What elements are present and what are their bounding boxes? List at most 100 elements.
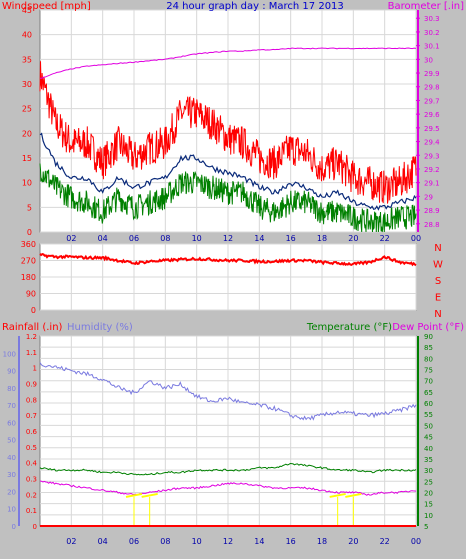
x-tick-label-bottom: 14 [254, 537, 264, 546]
barometer-tick-label: 30.1 [424, 43, 440, 51]
wind-tick-label: 30 [22, 80, 32, 89]
temperature-tick-label: 45 [424, 434, 433, 442]
x-tick-label-bottom: 20 [348, 537, 358, 546]
humidity-tick-label: 10 [7, 506, 16, 514]
rain-tick-label: 0.7 [26, 412, 37, 420]
x-tick-label-bottom: 16 [286, 537, 296, 546]
avg-wind-line [39, 132, 417, 211]
barometer-line [40, 47, 417, 79]
barometer-tick-label: 29.3 [424, 152, 440, 160]
humidity-tick-label: 60 [7, 419, 16, 427]
compass-label: N [434, 309, 441, 320]
rain-tick-label: 0.6 [26, 428, 38, 436]
barometer-tick-label: 28.8 [424, 221, 440, 229]
wind-tick-label: 25 [22, 105, 32, 114]
temperature-tick-label: 30 [424, 467, 433, 475]
rain-tick-label: 1.2 [26, 333, 37, 341]
compass-label: N [434, 243, 441, 254]
x-tick-label-top: 20 [348, 234, 358, 243]
humidity-tick-label: 100 [3, 350, 16, 358]
temperature-tick-label: 65 [424, 389, 433, 397]
x-tick-label-top: 04 [98, 234, 108, 243]
x-tick-label-top: 10 [192, 234, 202, 243]
windspeed-label: Windspeed [mph] [2, 1, 91, 12]
temperature-tick-label: 10 [424, 512, 433, 520]
rainfall-label: Rainfall (.in) [2, 322, 63, 333]
direction-tick-label: 360 [21, 240, 36, 249]
barometer-tick-label: 30.3 [424, 15, 440, 23]
x-tick-label-top: 06 [129, 234, 139, 243]
temperature-tick-label: 25 [424, 478, 433, 486]
barometer-tick-label: 29.1 [424, 180, 440, 188]
humidity-line [39, 362, 417, 421]
temperature-tick-label: 70 [424, 378, 433, 386]
compass-label: S [435, 276, 441, 287]
chart-title: 24 hour graph day : March 17 2013 [166, 1, 344, 12]
temperature-tick-label: 75 [424, 367, 433, 375]
barometer-tick-label: 29 [424, 193, 433, 201]
solar-blip [329, 492, 346, 498]
temperature-tick-label: 60 [424, 400, 433, 408]
compass-label: W [433, 260, 443, 271]
low-wind-line [39, 163, 417, 233]
x-tick-label-bottom: 00 [411, 537, 421, 546]
temperature-tick-label: 50 [424, 422, 433, 430]
rain-tick-label: 0.9 [26, 381, 37, 389]
temperature-label: Temperature (°F) [306, 322, 392, 333]
barometer-axis-bar [417, 10, 419, 232]
wind-tick-label: 35 [22, 55, 32, 64]
temperature-tick-label: 5 [424, 523, 428, 531]
x-tick-label-bottom: 08 [160, 537, 170, 546]
temperature-line [39, 462, 417, 476]
wind-tick-label: 20 [22, 129, 32, 138]
x-tick-label-bottom: 06 [129, 537, 139, 546]
x-tick-label-top: 16 [286, 234, 296, 243]
barometer-label: Barometer [.in] [388, 1, 464, 12]
barometer-tick-label: 29.9 [424, 70, 440, 78]
x-tick-label-top: 00 [411, 234, 421, 243]
rain-tick-label: 1.1 [26, 349, 37, 357]
barometer-tick-label: 29.4 [424, 139, 440, 147]
compass-label: E [435, 293, 441, 304]
solar-blip [141, 492, 158, 498]
rain-tick-label: 0.2 [26, 491, 37, 499]
rain-tick-label: 0 [33, 523, 37, 531]
humidity-tick-label: 40 [7, 454, 16, 462]
barometer-tick-label: 29.6 [424, 111, 440, 119]
barometer-tick-label: 29.7 [424, 97, 440, 105]
x-tick-label-top: 12 [223, 234, 233, 243]
temperature-tick-label: 35 [424, 456, 433, 464]
humidity-tick-label: 80 [7, 385, 16, 393]
temperature-tick-label: 85 [424, 344, 433, 352]
temperature-tick-label: 90 [424, 333, 433, 341]
wind-tick-label: 5 [27, 203, 32, 212]
x-tick-label-bottom: 22 [380, 537, 390, 546]
wind-tick-label: 10 [22, 179, 32, 188]
x-tick-label-bottom: 18 [317, 537, 327, 546]
temperature-tick-label: 15 [424, 501, 433, 509]
x-tick-label-bottom: 12 [223, 537, 233, 546]
humidity-tick-label: 20 [7, 488, 16, 496]
series-group [39, 47, 417, 527]
temperature-axis-bar [417, 336, 419, 526]
x-tick-label-top: 18 [317, 234, 327, 243]
x-tick-label-bottom: 10 [192, 537, 202, 546]
dewpoint-line [39, 480, 417, 496]
temperature-tick-label: 40 [424, 445, 433, 453]
direction-line [39, 253, 417, 267]
x-tick-label-bottom: 04 [98, 537, 108, 546]
rain-tick-label: 0.5 [26, 444, 37, 452]
rain-tick-label: 1 [33, 365, 37, 373]
humidity-tick-label: 90 [7, 368, 16, 376]
solar-blip [345, 492, 362, 498]
gust-line [39, 61, 417, 204]
barometer-tick-label: 28.9 [424, 207, 440, 215]
barometer-tick-label: 30 [424, 56, 433, 64]
rain-tick-label: 0.3 [26, 476, 37, 484]
dewpoint-label: Dew Point (°F) [392, 322, 464, 333]
wind-tick-label: 15 [22, 154, 32, 163]
x-tick-label-top: 14 [254, 234, 264, 243]
direction-tick-label: 270 [21, 257, 36, 266]
